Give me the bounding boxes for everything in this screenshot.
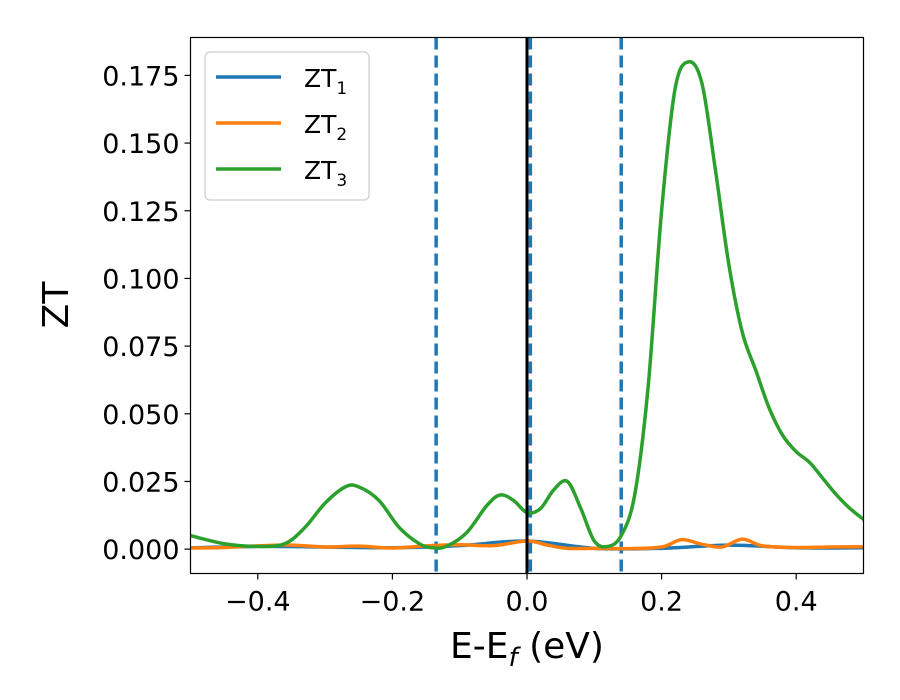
y-tick-label: 0.125 bbox=[102, 197, 179, 228]
y-tick-label: 0.175 bbox=[102, 61, 179, 92]
y-axis-ticks: 0.000 0.025 0.050 0.075 0.100 0.125 0.150 0.175 bbox=[102, 61, 191, 566]
reference-lines bbox=[434, 37, 623, 574]
legend-label-zt3: ZT3 bbox=[304, 156, 347, 191]
y-tick-label: 0.075 bbox=[102, 332, 179, 363]
y-tick-label: 0.050 bbox=[102, 400, 179, 431]
x-axis-label: E-Ef (eV) bbox=[450, 626, 604, 673]
series-line-zt2 bbox=[190, 537, 864, 551]
legend: ZT1 ZT2 ZT3 bbox=[204, 51, 370, 201]
legend-box bbox=[204, 51, 370, 201]
y-axis-label: ZT bbox=[36, 281, 77, 329]
x-tick-label: −0.4 bbox=[225, 587, 291, 618]
y-tick-label: 0.100 bbox=[102, 264, 179, 295]
legend-label-zt2: ZT2 bbox=[304, 110, 347, 145]
x-tick-label: 0.4 bbox=[775, 587, 818, 618]
x-tick-label: 0.0 bbox=[506, 587, 549, 618]
y-tick-label: 0.000 bbox=[102, 535, 179, 566]
legend-label-zt1: ZT1 bbox=[304, 64, 347, 99]
x-axis-ticks: −0.4 −0.2 0.0 0.2 0.4 bbox=[225, 573, 818, 618]
y-tick-label: 0.025 bbox=[102, 467, 179, 498]
x-axis-label-unit: (eV) bbox=[518, 626, 604, 667]
x-tick-label: 0.2 bbox=[640, 587, 683, 618]
x-tick-label: −0.2 bbox=[360, 587, 426, 618]
series-line-zt3 bbox=[190, 60, 864, 550]
y-tick-label: 0.150 bbox=[102, 129, 179, 160]
